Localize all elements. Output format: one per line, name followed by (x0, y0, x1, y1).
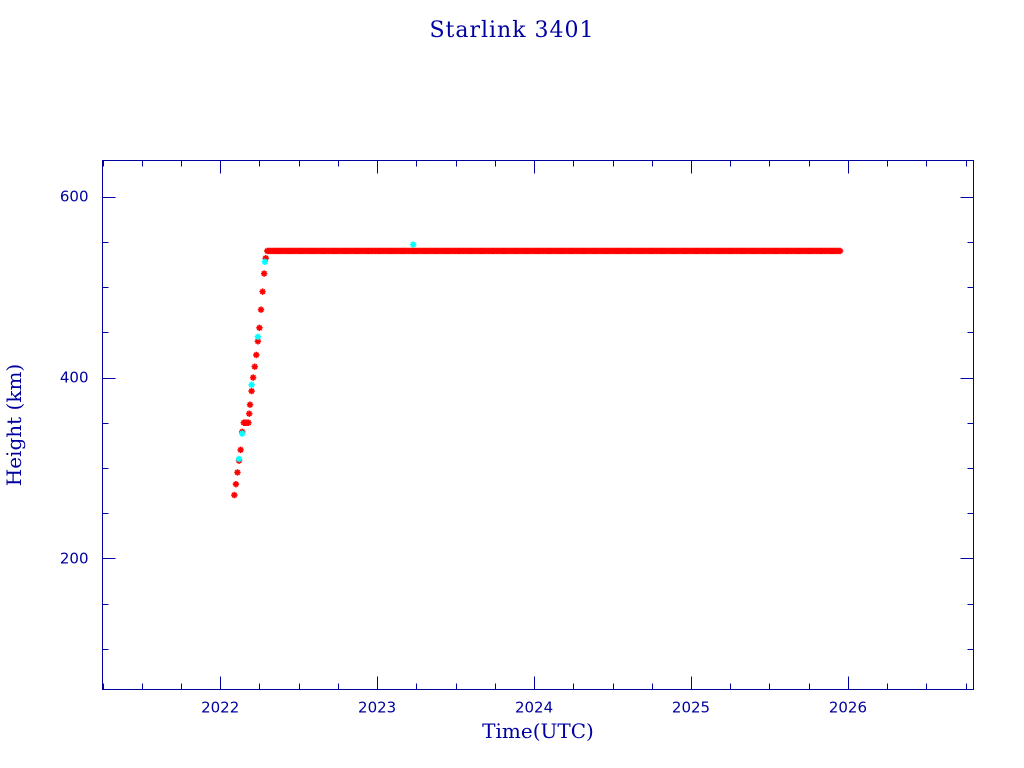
plot-frame (102, 160, 974, 690)
red-data-point (836, 247, 844, 255)
cyan-data-point (254, 333, 262, 341)
cyan-data-point (261, 258, 269, 265)
red-data-point (257, 306, 265, 313)
red-data-point (231, 491, 238, 499)
axis-ticks (102, 160, 974, 690)
red-data-point (259, 288, 266, 295)
red-data-point (246, 410, 253, 417)
red-data-point (253, 351, 260, 359)
red-data-point (234, 469, 241, 476)
red-data-point (249, 374, 257, 381)
y-axis-label: Height (km) (2, 364, 26, 486)
x-tick-label: 2024 (515, 699, 553, 717)
chart-title: Starlink 3401 (429, 18, 594, 43)
cyan-data-point (410, 241, 417, 248)
red-data-point (237, 446, 244, 454)
cyan-data-point (248, 381, 255, 388)
y-tick-label: 400 (60, 369, 89, 387)
cyan-data-point (238, 430, 246, 437)
red-data-point (232, 481, 240, 488)
red-data-point (251, 363, 258, 370)
x-axis-label: Time(UTC) (482, 719, 594, 743)
x-tick-label: 2025 (672, 699, 710, 717)
tick-labels: 2022 2023 2024 2025 2026 200 400 600 (60, 188, 867, 717)
x-tick-label: 2022 (201, 699, 239, 717)
cyan-data-point (235, 455, 243, 463)
red-data-point (254, 338, 262, 345)
red-data-point (246, 401, 254, 408)
x-tick-label: 2026 (829, 699, 867, 717)
red-data-point (262, 254, 269, 262)
y-tick-label: 200 (60, 549, 89, 567)
y-tick-label: 600 (60, 188, 89, 206)
red-data-point (260, 270, 268, 277)
red-data-point (248, 387, 255, 395)
data-points (231, 241, 844, 499)
x-tick-label: 2023 (358, 699, 396, 717)
red-data-point (245, 419, 252, 426)
red-data-point (256, 324, 263, 331)
